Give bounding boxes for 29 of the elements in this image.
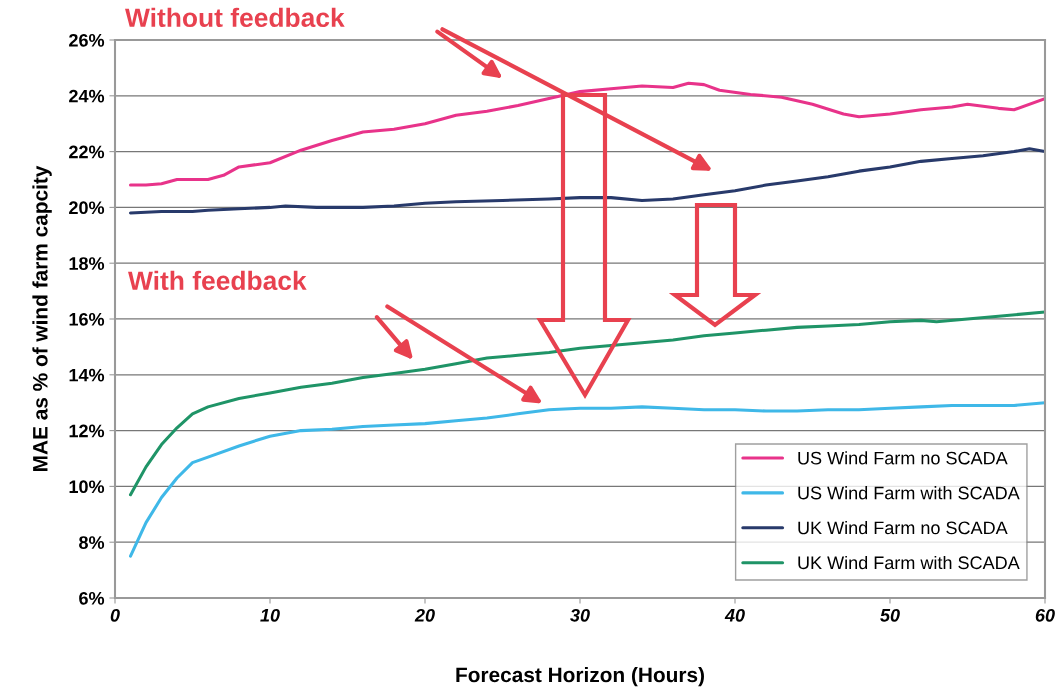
y-tick-label: 22% — [69, 145, 105, 159]
x-tick-label: 40 — [724, 608, 745, 622]
y-tick-label: 20% — [69, 201, 105, 215]
y-tick-label: 6% — [79, 591, 105, 605]
line-series — [128, 147, 1045, 215]
legend-label: UK Wind Farm no SCADA — [798, 521, 1008, 535]
x-axis-title: Forecast Horizon (Hours) — [456, 666, 704, 687]
y-tick-label: 8% — [79, 536, 105, 549]
y-tick-label: 26% — [69, 33, 105, 47]
y-tick-label: 12% — [69, 424, 105, 438]
legend-label: UK Wind Farm with SCADA — [798, 555, 1020, 570]
x-tick-label: 60 — [1035, 608, 1055, 622]
x-tick-label: 30 — [570, 608, 590, 622]
y-tick-label: 18% — [69, 257, 105, 270]
y-axis-title: MAE as % of wind farm capcity — [32, 165, 52, 471]
text: Without feedback — [125, 7, 345, 28]
y-tick-label: 24% — [69, 89, 105, 103]
y-tick-label: 16% — [69, 312, 105, 326]
x-tick-label: 20 — [414, 608, 435, 622]
x-tick-label: 50 — [880, 608, 900, 622]
x-tick-label: 10 — [260, 608, 280, 622]
x-tick-label: 0 — [110, 608, 120, 622]
line-series — [128, 81, 1045, 187]
annotation: With feedback — [128, 270, 307, 291]
y-tick-label: 14% — [69, 368, 105, 382]
legend-label: US Wind Farm no SCADA — [798, 451, 1008, 465]
line-series — [128, 401, 1045, 558]
legend-label: US Wind Farm with SCADA — [798, 486, 1020, 500]
y-tick-label: 10% — [69, 480, 105, 494]
